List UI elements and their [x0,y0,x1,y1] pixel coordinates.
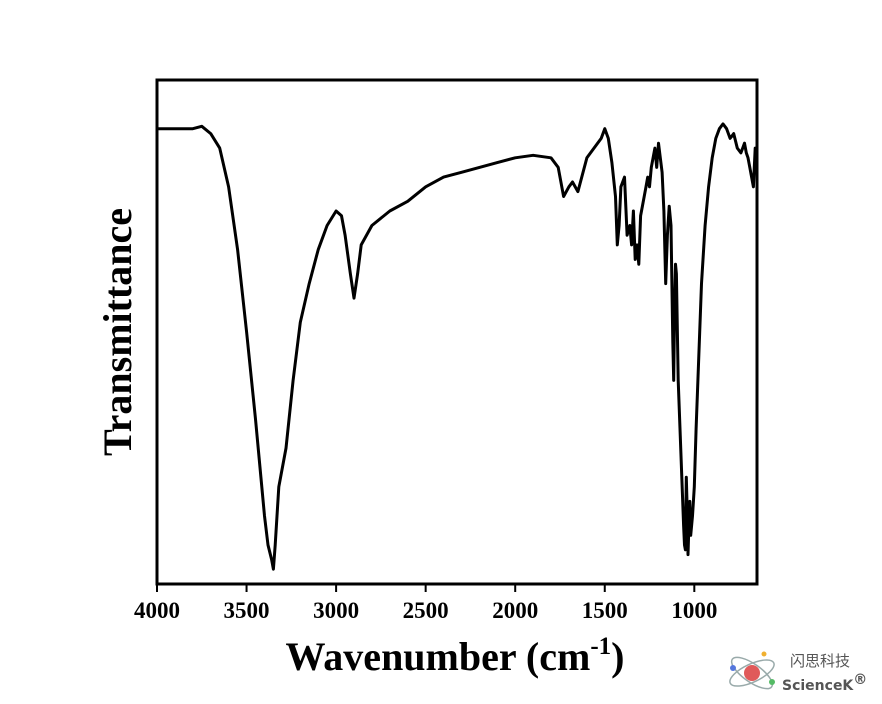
watermark-logo: 闪思科技 ScienceK® [729,651,867,694]
x-axis-tick-labels: 4000 3500 3000 2500 2000 1500 1000 [134,598,717,623]
x-tick-label: 3500 [224,598,270,623]
x-axis-label-superscript: -1 [590,633,611,660]
watermark-registered: ® [853,672,867,688]
watermark-english: ScienceK® [782,672,867,694]
x-axis-label-base: Wavenumber (cm [286,634,591,679]
x-tick-label: 2000 [492,598,538,623]
atom-icon [729,651,775,690]
x-tick-label: 3000 [313,598,359,623]
plot-frame [155,78,759,586]
x-axis-label: Wavenumber (cm-1) [286,633,625,679]
x-tick-label: 4000 [134,598,180,623]
y-axis-label: Transmittance [95,208,140,456]
x-axis-ticks [156,584,696,592]
x-tick-label: 2500 [403,598,449,623]
watermark-english-text: ScienceK [782,678,854,694]
x-axis-label-close: ) [611,634,624,679]
series-line [155,122,757,571]
watermark-chinese: 闪思科技 [790,652,850,670]
x-tick-label: 1000 [671,598,717,623]
x-tick-label: 1500 [582,598,628,623]
